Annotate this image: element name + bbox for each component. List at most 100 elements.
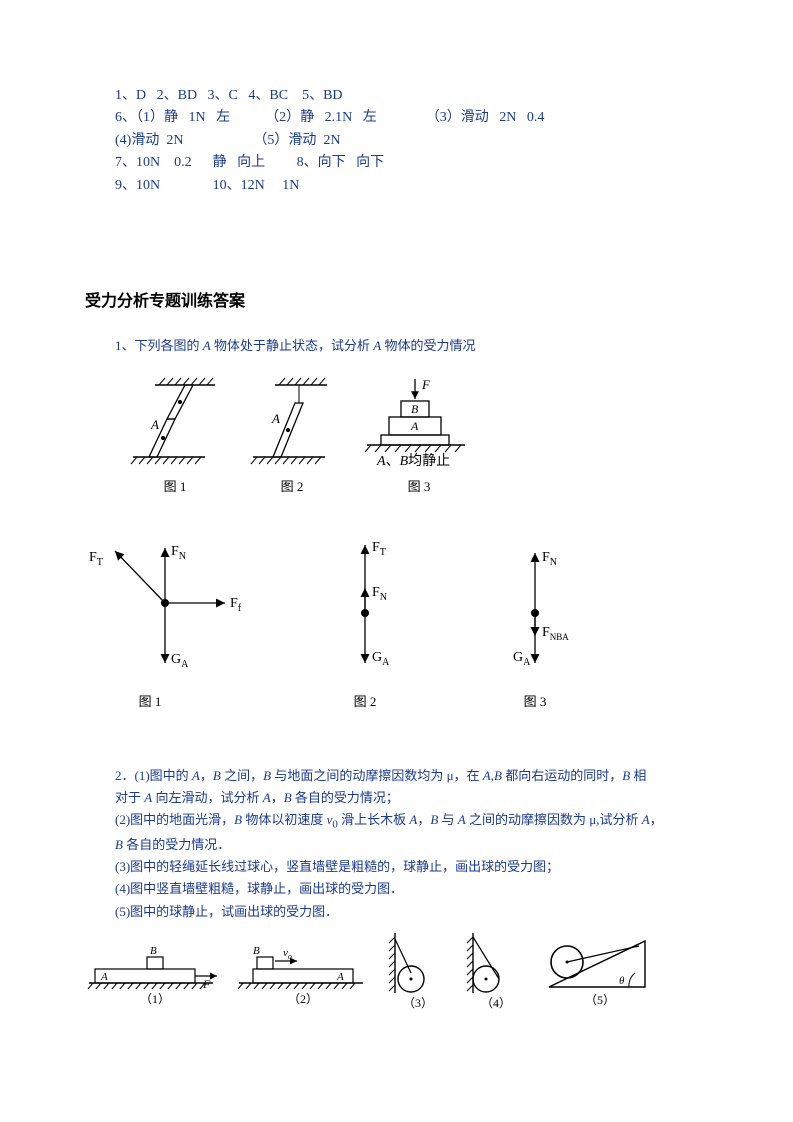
q2-t: 之间的动摩擦因数为 μ,试分析 [466,812,642,827]
q2-fig3-svg: （3） [381,929,451,1009]
q2-B: B [284,790,292,805]
q1-text: 1、下列各图的 [115,338,203,353]
section-title: 受力分析专题训练答案 [85,287,703,311]
q1-fig1: A 图 1 [125,375,225,495]
q1-figures-row: A 图 1 [125,375,703,495]
fbd2-cap: 图 2 [305,691,425,710]
q2-line1: 2．(1)图中的 A，B 之间，B 与地面之间的动摩擦因数均为 μ，在 A,B … [115,765,703,787]
q2-B: B [213,768,221,783]
q1-fig3: F B A A、B均静止 图 3 [359,375,479,495]
q2f1-F: F [202,977,211,991]
q1-mid: 物体处于静止状态，试分析 [211,338,374,353]
q2-B: B [622,768,630,783]
q1-fig2-A: A [271,411,280,426]
fbd2-GA: GA [372,650,390,668]
question-2: 2．(1)图中的 A，B 之间，B 与地面之间的动摩擦因数均为 μ，在 A,B … [115,765,703,923]
q2-fig1-svg: A B F （1） [85,939,225,1009]
fbd-row: FN FT Ff GA 图 1 FT [85,533,703,710]
answer-key-block: 1、D 2、BD 3、C 4、BC 5、BD 6、（1）静 1N 左 （2）静 … [115,85,703,197]
q2f1-cap: （1） [140,992,170,1006]
q2-A: A [263,790,271,805]
q1-fig2: A 图 2 [247,375,337,495]
answer-line-5: 9、10N 10、12N 1N [115,175,703,197]
q1-fig3-A: A [410,419,419,433]
fbd1-FN: FN [171,544,186,562]
q2-t: 都向右运动的同时， [502,768,622,783]
fbd2: FT FN GA 图 2 [325,533,425,710]
q2-fig2-svg: A B vo （2） [233,939,373,1009]
fbd1-svg: FN FT Ff GA [85,533,255,683]
q2-t: 之间， [221,768,263,783]
fbd3-svg: FN FNBA GA [495,533,605,683]
q2f4-cap: （4） [481,996,511,1009]
q1-A2: A [373,338,381,353]
q1-post: 物体的受力情况 [381,338,475,353]
q2-t: 各自的受力情况； [292,790,399,805]
q2-line2: 对于 A 向左滑动，试分析 A，B 各自的受力情况； [115,787,703,809]
q2-A: A [458,812,466,827]
q1-fig3-B: B [411,402,419,416]
question-1: 1、下列各图的 A 物体处于静止状态，试分析 A 物体的受力情况 [115,335,703,357]
q2f3-cap: （3） [403,996,433,1009]
q2-t: 与 [438,812,458,827]
q2f5-cap: （5） [585,993,615,1007]
q2-t: 与地面之间的动摩擦因数均为 μ，在 [271,768,483,783]
q2-A: A [642,812,650,827]
q2-t: 相 [630,768,646,783]
q2-t: 物体以初速度 [242,812,327,827]
q2-figures-row: A B F （1） A [85,929,703,1009]
q2-t: (2)图中的地面光滑， [115,812,234,827]
q2-t: 对于 [115,790,144,805]
q2-t: 2．(1)图中的 [115,768,192,783]
q2-t: 各自的受力情况． [123,837,230,852]
fbd2-FT: FT [372,540,386,558]
q2f1-A: A [100,971,108,983]
fbd3-cap: 图 3 [465,691,605,710]
fbd3: FN FNBA GA 图 3 [495,533,605,710]
fbd1-GA: GA [171,652,189,670]
q2-t: ， [200,768,213,783]
q2-A: A [483,768,491,783]
q2-B: B [115,837,123,852]
answer-line-3: (4)滑动 2N （5）滑动 2N [115,130,703,152]
q1-cap2: 图 2 [247,476,337,495]
q1-fig1-A: A [150,417,159,432]
q1-fig1-svg: A [125,375,225,470]
q1-fig3-F: F [421,377,431,392]
q2f5-theta: θ [619,975,625,987]
q2-t: ， [650,812,663,827]
q2-B: B [494,768,502,783]
fbd1-cap: 图 1 [45,691,255,710]
q1-A: A [203,338,211,353]
q2f2-v: vo [283,947,292,961]
answer-line-2: 6、（1）静 1N 左 （2）静 2.1N 左 （3）滑动 2N 0.4 [115,107,703,129]
answer-line-1: 1、D 2、BD 3、C 4、BC 5、BD [115,85,703,107]
q2-t: 向左滑动，试分析 [152,790,263,805]
answer-line-4: 7、10N 0.2 静 向上 8、向下 向下 [115,152,703,174]
q2-B: B [234,812,242,827]
fbd2-svg: FT FN GA [325,533,425,683]
q1-fig3-svg: F B A A、B均静止 [359,375,479,470]
fbd2-FN: FN [372,585,387,603]
q1-fig3-note: A、B均静止 [376,453,450,469]
q1-cap3: 图 3 [359,476,479,495]
q2-fig5-svg: θ （5） [537,929,657,1009]
fbd1-FT: FT [89,550,103,568]
q1-fig2-svg: A [247,375,337,470]
q2-line5: (3)图中的轻绳延长线过球心，竖直墙壁是粗糙的，球静止，画出球的受力图； [115,856,703,878]
q2-line3: (2)图中的地面光滑，B 物体以初速度 v0 滑上长木板 A，B 与 A 之间的… [115,809,703,834]
fbd3-GA: GA [513,650,531,668]
fbd1-Ff: Ff [230,596,242,614]
fbd1: FN FT Ff GA 图 1 [85,533,255,710]
q2-line4: B 各自的受力情况． [115,834,703,856]
q2-fig4: （4） [459,929,529,1009]
q2-B: B [263,768,271,783]
q2-fig4-svg: （4） [459,929,529,1009]
q2f2-A: A [336,971,344,983]
q2-fig2: A B vo （2） [233,939,373,1009]
q2-t: ， [417,812,430,827]
q2-A: A [192,768,200,783]
q2-t: 滑上长木板 [338,812,410,827]
q2f2-cap: （2） [288,992,318,1006]
fbd3-FN: FN [542,550,557,568]
